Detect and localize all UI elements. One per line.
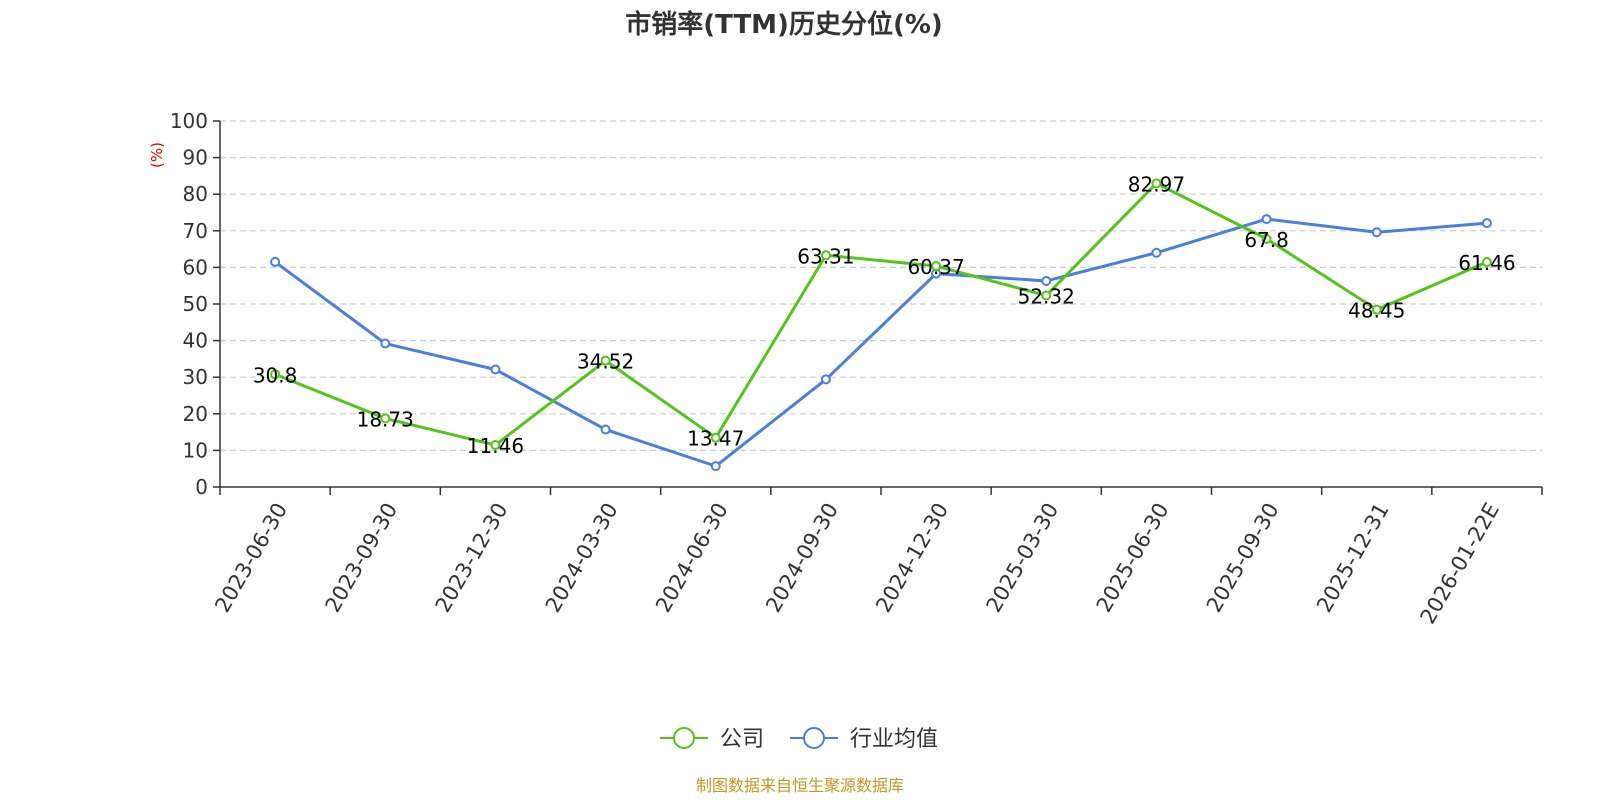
x-tick-label: 2025-06-30 (1092, 499, 1174, 617)
y-tick-label: 90 (183, 146, 208, 170)
y-tick-label: 50 (183, 292, 208, 316)
series-layer (270, 178, 1492, 472)
y-axis-ticks: 0 10 20 30 40 50 60 70 80 90 100 (170, 109, 220, 499)
data-point[interactable] (1261, 233, 1272, 244)
data-label: 13.47 (687, 427, 744, 451)
series-line (274, 181, 1488, 447)
y-tick-label: 100 (170, 109, 208, 133)
chart-title: 市销率(TTM)历史分位(%) (625, 9, 943, 40)
data-point[interactable] (380, 413, 391, 424)
data-labels: 30.8 18.73 11.46 34.52 13.47 63.31 60.37 52.32 8… (253, 172, 1516, 458)
data-point[interactable] (1151, 178, 1162, 189)
data-point[interactable] (490, 364, 501, 375)
legend-label-industry-average: 行业均值 (850, 727, 938, 752)
data-label: 67.8 (1244, 228, 1289, 252)
x-tick-label: 2024-03-30 (541, 499, 623, 617)
y-tick-label: 80 (183, 182, 208, 206)
data-point[interactable] (1481, 218, 1492, 229)
data-label: 52.32 (1018, 285, 1075, 309)
y-tick-label: 70 (183, 219, 208, 243)
data-label: 11.46 (467, 434, 524, 458)
data-point[interactable] (1041, 290, 1052, 301)
data-point[interactable] (600, 424, 611, 435)
data-point[interactable] (710, 461, 721, 472)
y-tick-label: 20 (183, 402, 208, 426)
data-source-note: 制图数据来自恒生聚源数据库 (696, 776, 904, 795)
legend-item-industry-average[interactable]: 行业均值 (790, 727, 938, 752)
x-tick-label: 2023-06-30 (210, 499, 292, 617)
data-point[interactable] (1481, 257, 1492, 268)
data-label: 82.97 (1128, 172, 1185, 196)
data-label: 61.46 (1458, 251, 1515, 275)
data-point[interactable] (490, 440, 501, 451)
data-label: 18.73 (357, 407, 414, 431)
series-line (274, 217, 1488, 468)
data-point[interactable] (1261, 214, 1272, 225)
x-tick-label: 2023-09-30 (321, 499, 403, 617)
data-point[interactable] (600, 355, 611, 366)
data-label: 63.31 (797, 244, 854, 268)
data-point[interactable] (1151, 247, 1162, 258)
x-tick-label: 2024-09-30 (761, 499, 843, 617)
y-tick-label: 40 (183, 329, 208, 353)
x-axis-ticks: 2023-06-30 2023-09-30 2023-12-30 2024-03-30… (210, 487, 1543, 628)
data-point[interactable] (710, 432, 721, 443)
legend-item-company[interactable]: 公司 (660, 727, 764, 752)
legend: 公司 行业均值 (660, 727, 938, 752)
y-tick-label: 10 (183, 438, 208, 462)
data-point[interactable] (270, 369, 281, 380)
x-tick-label: 2025-12-31 (1312, 499, 1394, 617)
x-tick-label: 2025-03-30 (982, 499, 1064, 617)
data-label: 48.45 (1348, 299, 1405, 323)
x-tick-label: 2026-01-22E (1416, 499, 1504, 628)
y-tick-label: 30 (183, 365, 208, 389)
y-tick-label: 0 (195, 475, 208, 499)
data-point[interactable] (1041, 275, 1052, 286)
data-point[interactable] (820, 250, 831, 261)
x-tick-label: 2024-06-30 (651, 499, 733, 617)
data-label: 60.37 (907, 255, 964, 279)
y-axis-unit-label: (%) (148, 142, 166, 168)
y-tick-label: 60 (183, 255, 208, 279)
data-point[interactable] (820, 374, 831, 385)
data-label: 30.8 (253, 363, 298, 387)
x-tick-label: 2024-12-30 (871, 499, 953, 617)
data-point[interactable] (1371, 304, 1382, 315)
legend-label-company: 公司 (720, 727, 764, 752)
data-point[interactable] (1371, 227, 1382, 238)
data-point[interactable] (931, 261, 942, 272)
x-tick-label: 2025-09-30 (1202, 499, 1284, 617)
data-point[interactable] (270, 256, 281, 267)
grid-lines (220, 120, 1542, 451)
data-label: 34.52 (577, 350, 634, 374)
x-tick-label: 2023-12-30 (431, 499, 513, 617)
data-point[interactable] (380, 338, 391, 349)
